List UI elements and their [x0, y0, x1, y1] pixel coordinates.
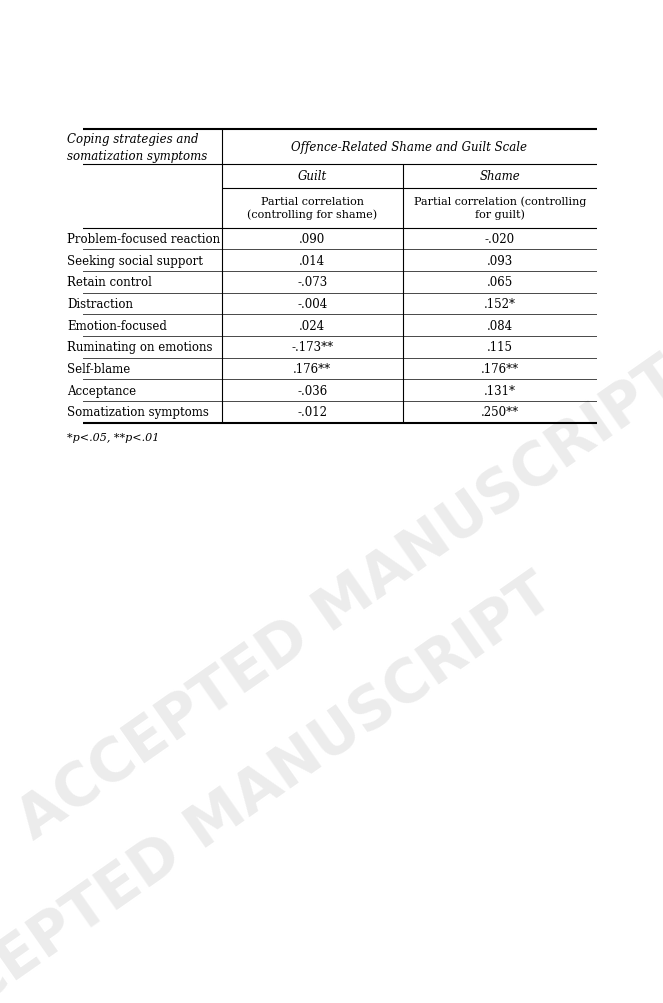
Text: .024: .024	[300, 319, 326, 332]
Text: .014: .014	[300, 255, 326, 268]
Text: .250**: .250**	[481, 406, 519, 419]
Text: Guilt: Guilt	[298, 171, 327, 184]
Text: ACCEPTED MANUSCRIPT: ACCEPTED MANUSCRIPT	[8, 348, 663, 851]
Text: Coping strategies and
somatization symptoms: Coping strategies and somatization sympt…	[68, 132, 208, 162]
Text: Shame: Shame	[479, 171, 520, 184]
Text: .131*: .131*	[484, 384, 516, 397]
Text: -.004: -.004	[297, 298, 328, 311]
Text: .176**: .176**	[481, 362, 519, 375]
Text: .090: .090	[299, 233, 326, 246]
Text: Emotion-focused: Emotion-focused	[68, 319, 167, 332]
Text: -.173**: -.173**	[291, 341, 333, 354]
Text: Retain control: Retain control	[68, 276, 152, 289]
Text: *p<.05, **p<.01: *p<.05, **p<.01	[68, 432, 160, 442]
Text: -.036: -.036	[297, 384, 328, 397]
Text: .176**: .176**	[293, 362, 332, 375]
Text: Acceptance: Acceptance	[68, 384, 137, 397]
Text: .084: .084	[487, 319, 513, 332]
Text: Self-blame: Self-blame	[68, 362, 131, 375]
Text: .093: .093	[487, 255, 513, 268]
Text: Seeking social support: Seeking social support	[68, 255, 204, 268]
Text: .115: .115	[487, 341, 513, 354]
Text: Problem-focused reaction: Problem-focused reaction	[68, 233, 221, 246]
Text: Partial correlation (controlling
for guilt): Partial correlation (controlling for gui…	[414, 197, 586, 221]
Text: ACCEPTED MANUSCRIPT: ACCEPTED MANUSCRIPT	[0, 564, 564, 1003]
Text: Partial correlation
(controlling for shame): Partial correlation (controlling for sha…	[247, 197, 377, 220]
Text: Ruminating on emotions: Ruminating on emotions	[68, 341, 213, 354]
Text: Somatization symptoms: Somatization symptoms	[68, 406, 210, 419]
Text: Distraction: Distraction	[68, 298, 133, 311]
Text: -.020: -.020	[485, 233, 515, 246]
Text: Offence-Related Shame and Guilt Scale: Offence-Related Shame and Guilt Scale	[291, 140, 527, 153]
Text: -.012: -.012	[298, 406, 328, 419]
Text: .065: .065	[487, 276, 513, 289]
Text: .152*: .152*	[484, 298, 516, 311]
Text: -.073: -.073	[297, 276, 328, 289]
